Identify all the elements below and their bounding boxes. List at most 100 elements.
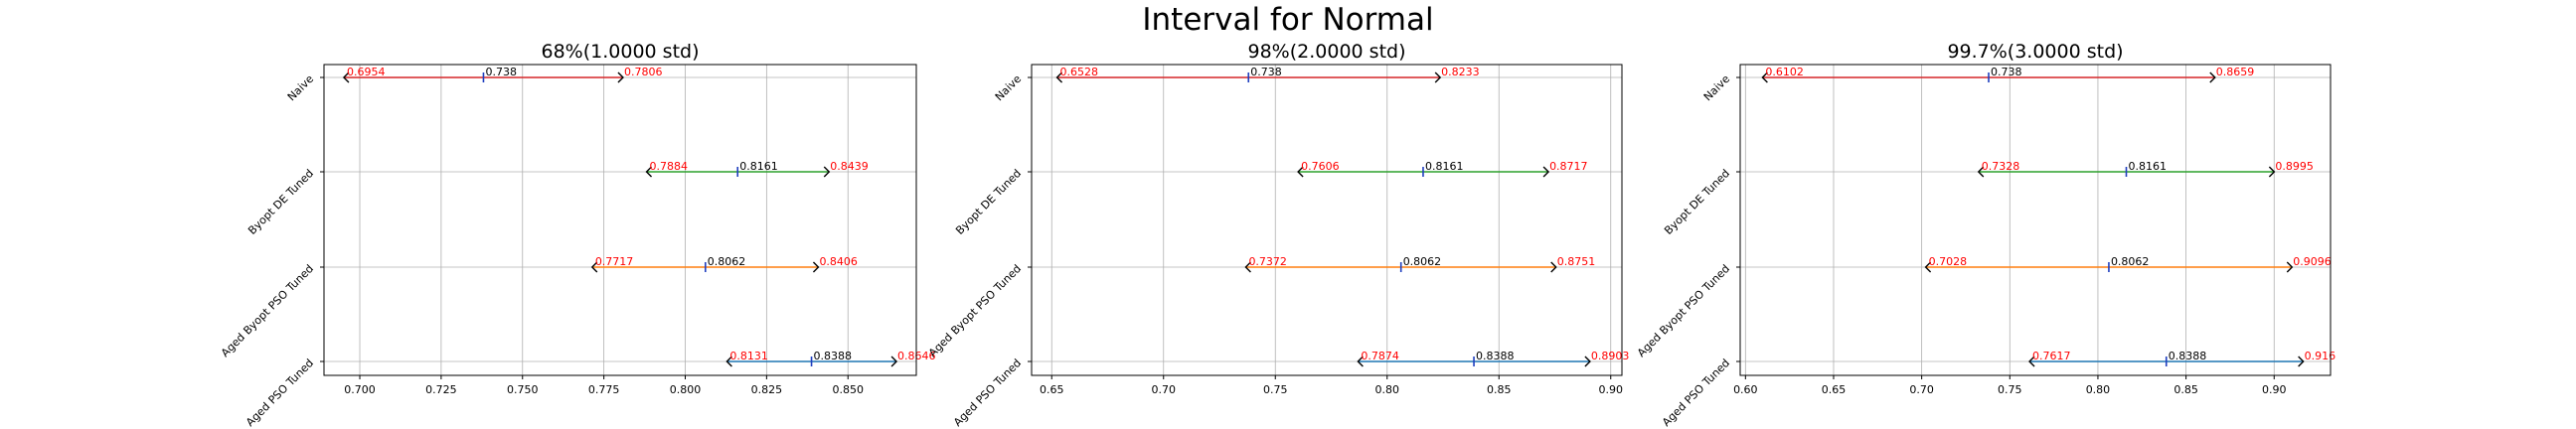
x-tick-label: 0.65: [1040, 383, 1064, 396]
upper-marker: [812, 261, 820, 273]
y-tick-label: Aged PSO Tuned: [1660, 357, 1732, 429]
upper-value-label: 0.9096: [2293, 255, 2332, 268]
upper-marker: [1434, 72, 1442, 83]
lower-value-label: 0.7606: [1301, 160, 1340, 173]
x-tick-label: 0.825: [751, 383, 783, 396]
lower-value-label: 0.6102: [1765, 66, 1804, 78]
lower-value-label: 0.8131: [729, 350, 768, 362]
mean-value-label: 0.8388: [1476, 350, 1515, 362]
figure-title: Interval for Normal: [1142, 2, 1434, 38]
lower-value-label: 0.7372: [1248, 255, 1287, 268]
upper-value-label: 0.8995: [2275, 160, 2314, 173]
lower-marker: [342, 72, 350, 83]
x-tick-label: 0.725: [425, 383, 457, 396]
x-tick-label: 0.65: [1822, 383, 1847, 396]
mean-value-label: 0.8388: [2169, 350, 2207, 362]
lower-value-label: 0.7617: [2032, 350, 2070, 362]
plot-frame: [1031, 64, 1623, 376]
mean-value-label: 0.738: [1991, 66, 2022, 78]
upper-marker: [1584, 356, 1591, 367]
lower-value-label: 0.7884: [650, 160, 689, 173]
upper-marker: [823, 166, 831, 178]
plot-frame: [323, 64, 917, 376]
upper-marker: [1542, 166, 1550, 178]
y-tick-label: Naive: [1701, 72, 1732, 103]
x-tick-label: 0.850: [832, 383, 864, 396]
lower-value-label: 0.6528: [1060, 66, 1099, 78]
upper-value-label: 0.916: [2305, 350, 2336, 362]
upper-value-label: 0.8406: [819, 255, 858, 268]
mean-value-label: 0.8062: [2111, 255, 2150, 268]
upper-value-label: 0.7806: [624, 66, 663, 78]
upper-marker: [2209, 72, 2216, 83]
x-tick-label: 0.775: [588, 383, 620, 396]
x-tick-label: 0.750: [507, 383, 539, 396]
upper-marker: [617, 72, 624, 83]
upper-marker: [2298, 356, 2305, 367]
chart-panel-3: 0.6102 0.738 0.8659 0.7328 0.8161 0.8995 0.702…: [1635, 41, 2335, 429]
y-tick-label: Aged PSO Tuned: [951, 357, 1024, 429]
mean-value-label: 0.8062: [1403, 255, 1442, 268]
chart-title: 98%(2.0000 std): [1248, 41, 1406, 63]
chart-title: 68%(1.0000 std): [542, 41, 700, 63]
chart-panel-1: 0.6954 0.738 0.7806 0.7884 0.8161 0.8439 0.771…: [219, 41, 936, 429]
lower-marker: [645, 166, 653, 178]
chart-title: 99.7%(3.0000 std): [1947, 41, 2123, 63]
x-tick-label: 0.70: [1909, 383, 1934, 396]
mean-value-label: 0.738: [485, 66, 517, 78]
y-tick-label: Byopt DE Tuned: [1662, 167, 1732, 237]
y-tick-label: Aged PSO Tuned: [243, 357, 316, 429]
chart-panel-2: 0.6528 0.738 0.8233 0.7606 0.8161 0.8717 0.737…: [926, 41, 1629, 429]
x-tick-label: 0.75: [1998, 383, 2022, 396]
x-tick-label: 0.800: [670, 383, 702, 396]
mean-value-label: 0.8161: [1425, 160, 1464, 173]
upper-marker: [2268, 166, 2276, 178]
lower-value-label: 0.7874: [1361, 350, 1399, 362]
lower-marker: [2028, 356, 2035, 367]
upper-marker: [890, 356, 898, 367]
upper-value-label: 0.8439: [830, 160, 869, 173]
y-tick-label: Byopt DE Tuned: [245, 167, 316, 237]
lower-value-label: 0.7717: [595, 255, 634, 268]
y-tick-label: Aged Byopt PSO Tuned: [926, 262, 1024, 359]
lower-marker: [1924, 261, 1932, 273]
y-tick-label: Byopt DE Tuned: [953, 167, 1024, 237]
x-tick-label: 0.75: [1263, 383, 1288, 396]
lower-marker: [1761, 72, 1768, 83]
upper-marker: [2286, 261, 2294, 273]
mean-value-label: 0.8161: [739, 160, 778, 173]
upper-value-label: 0.8751: [1557, 255, 1596, 268]
lower-marker: [1055, 72, 1063, 83]
mean-value-label: 0.8388: [814, 350, 853, 362]
x-tick-label: 0.90: [1599, 383, 1624, 396]
lower-marker: [1244, 261, 1251, 273]
x-tick-label: 0.700: [344, 383, 376, 396]
lower-value-label: 0.7328: [1982, 160, 2020, 173]
x-tick-label: 0.85: [2174, 383, 2198, 396]
x-tick-label: 0.85: [1487, 383, 1512, 396]
mean-value-label: 0.8161: [2128, 160, 2167, 173]
upper-value-label: 0.8233: [1441, 66, 1480, 78]
upper-marker: [1550, 261, 1557, 273]
y-tick-label: Aged Byopt PSO Tuned: [1635, 262, 1732, 359]
lower-value-label: 0.7028: [1929, 255, 1968, 268]
x-tick-label: 0.80: [2086, 383, 2111, 396]
x-tick-label: 0.70: [1152, 383, 1177, 396]
x-tick-label: 0.60: [1733, 383, 1758, 396]
plot-frame: [1739, 64, 2332, 376]
lower-marker: [1297, 166, 1304, 178]
lower-value-label: 0.6954: [347, 66, 386, 78]
y-tick-label: Naive: [285, 72, 316, 103]
lower-marker: [1977, 166, 1985, 178]
lower-marker: [1357, 356, 1364, 367]
x-tick-label: 0.90: [2262, 383, 2287, 396]
y-tick-label: Aged Byopt PSO Tuned: [219, 262, 316, 359]
upper-value-label: 0.8717: [1549, 160, 1588, 173]
upper-value-label: 0.8659: [2216, 66, 2255, 78]
mean-value-label: 0.8062: [708, 255, 746, 268]
upper-value-label: 0.8903: [1591, 350, 1630, 362]
lower-marker: [590, 261, 598, 273]
lower-marker: [725, 356, 732, 367]
x-tick-label: 0.80: [1375, 383, 1400, 396]
